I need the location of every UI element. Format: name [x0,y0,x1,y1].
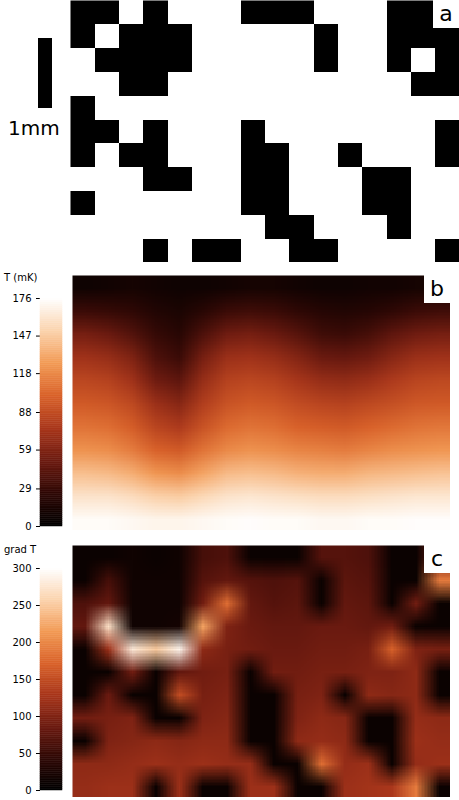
svg-text:59: 59 [19,444,32,455]
svg-text:300: 300 [12,563,31,574]
svg-text:100: 100 [12,711,31,722]
html-text:c: c [430,546,443,571]
html-text:a: a [439,1,453,26]
svg-text:0: 0 [25,521,31,532]
svg-text:147: 147 [12,330,31,341]
svg-text:150: 150 [12,674,31,685]
html-text:1mm: 1mm [8,116,60,140]
svg-text:50: 50 [19,748,32,759]
svg-text:29: 29 [19,483,32,494]
svg-text:0: 0 [25,785,31,796]
svg-text:88: 88 [19,407,32,418]
html-text:grad T: grad T [4,544,37,555]
svg-text:118: 118 [12,368,31,379]
html-text:b: b [430,276,444,301]
html-text:T (mK): T (mK) [4,272,38,283]
svg-text:176: 176 [12,293,31,304]
svg-text:250: 250 [12,600,31,611]
svg-text:200: 200 [12,637,31,648]
